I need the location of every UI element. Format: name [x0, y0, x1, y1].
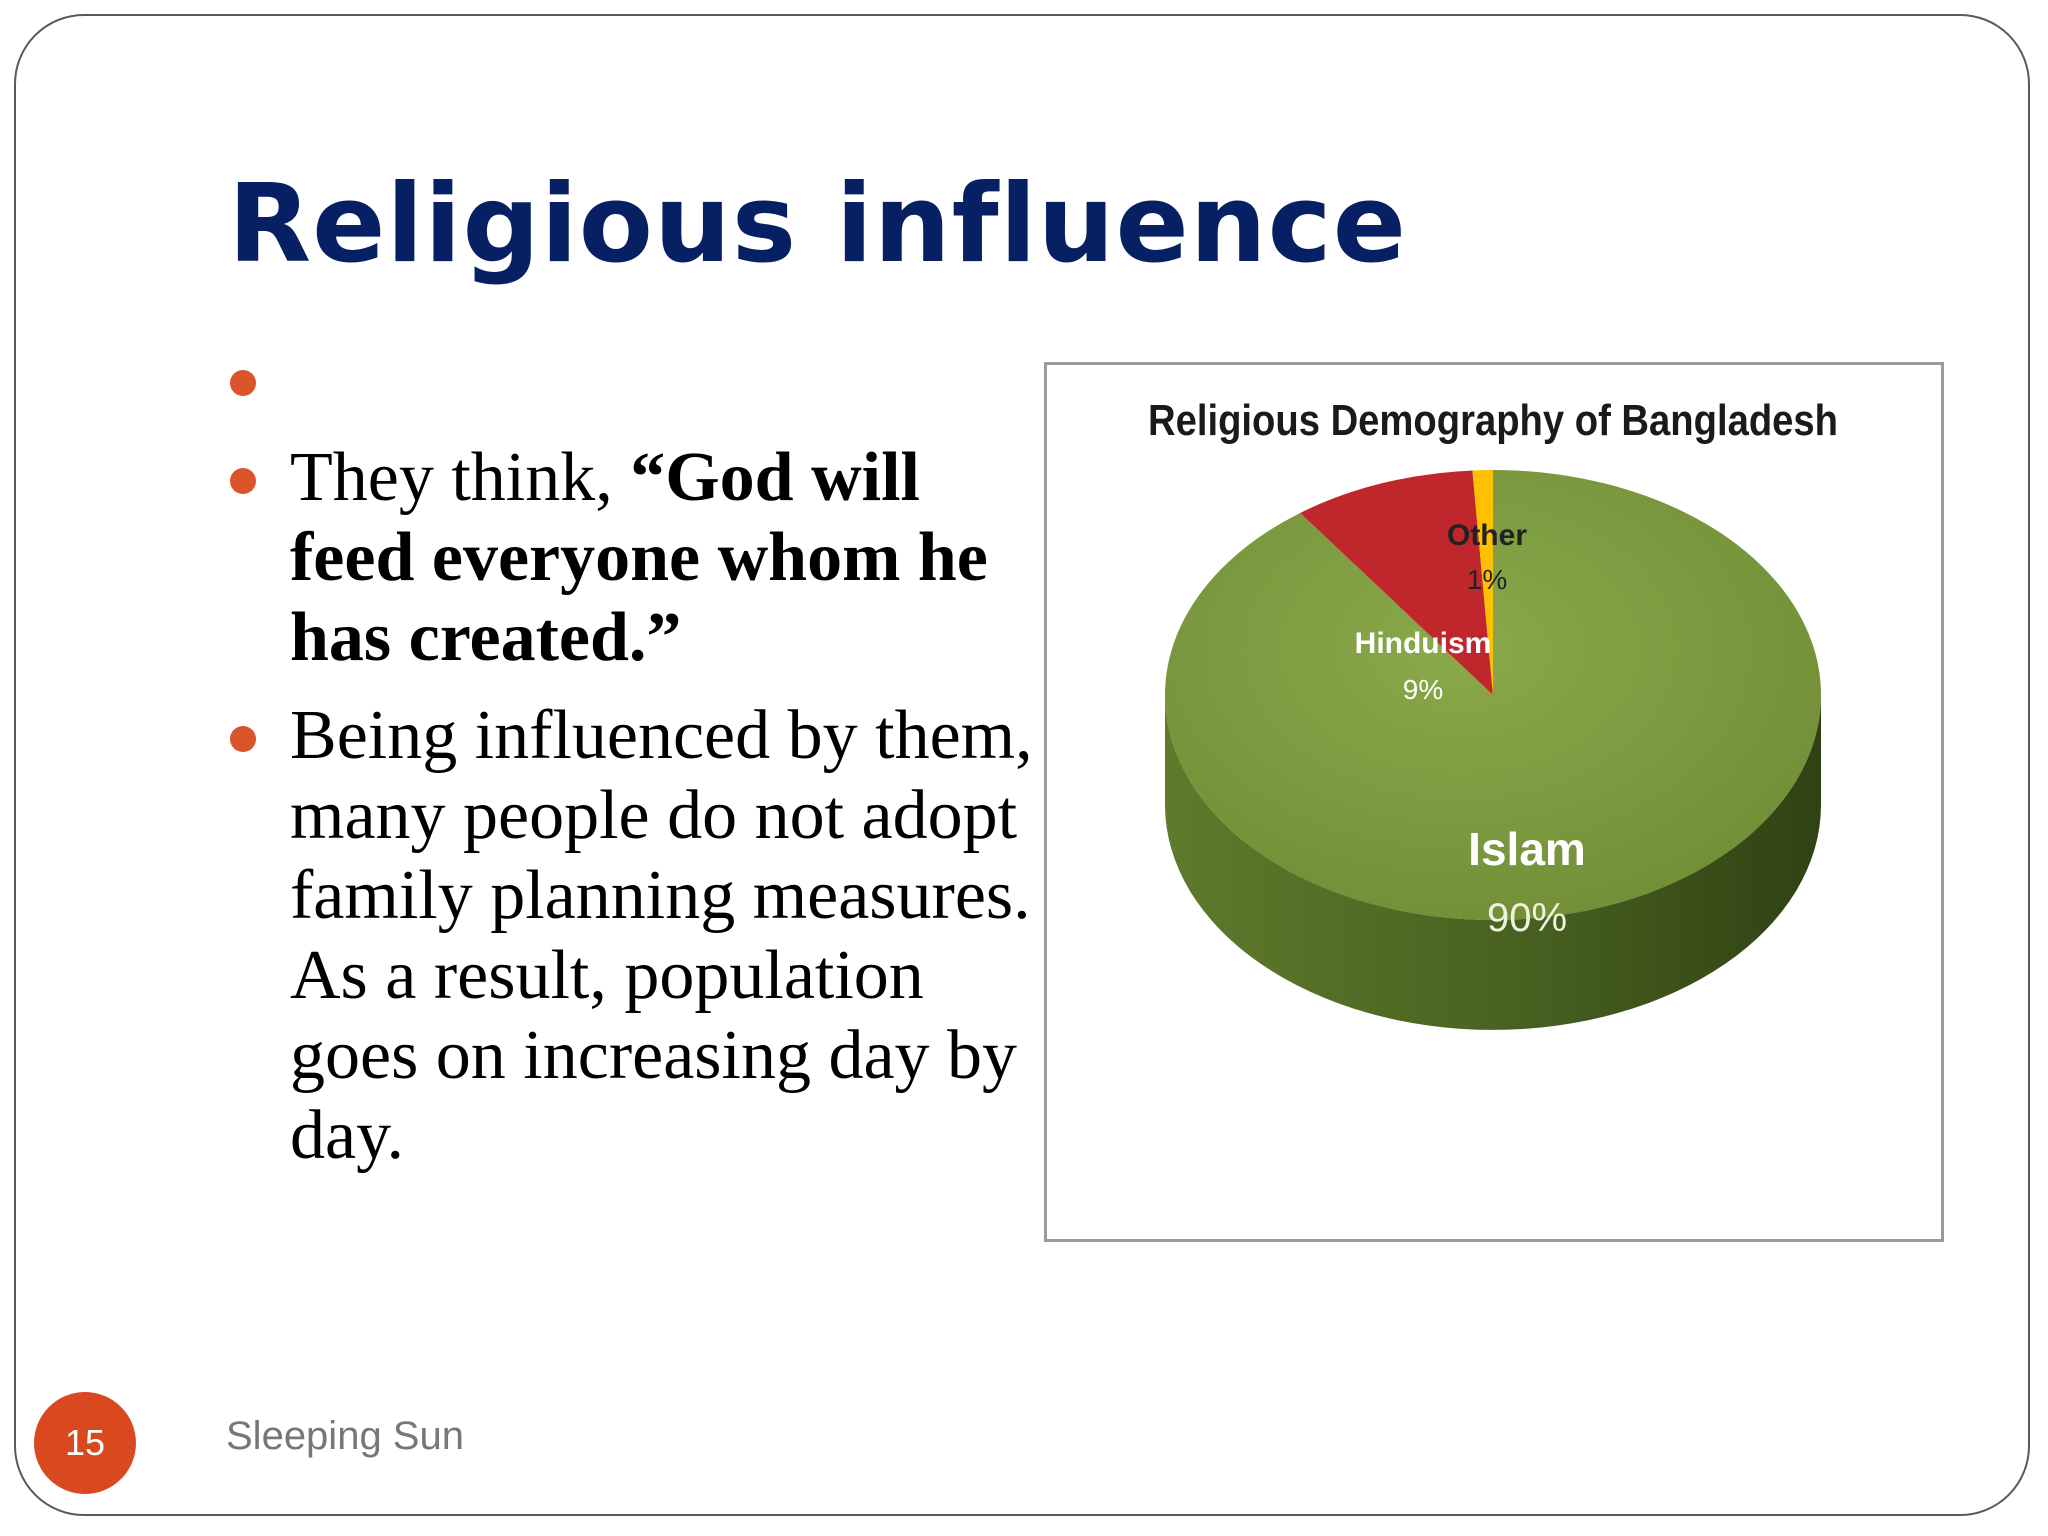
pie-chart-svg: Religious Demography of Bangladesh Islam… [1148, 396, 1838, 1030]
pie-side [1165, 695, 1821, 1030]
pie-label-name: Islam [1468, 823, 1586, 875]
bullet-dot-icon [230, 468, 256, 494]
slide-title: Religious influence [228, 162, 1407, 287]
bullet-item: They think, “God will feed everyone whom… [228, 438, 1048, 678]
bullet-dot-icon [230, 726, 256, 752]
pie-label-value: 90% [1487, 896, 1567, 940]
footer-text: Sleeping Sun [226, 1414, 464, 1458]
pie-chart: Religious Demography of Bangladesh Islam… [1044, 362, 1944, 1242]
chart-title: Religious Demography of Bangladesh [1148, 396, 1838, 445]
pie-slice-other [1472, 470, 1493, 695]
pie-label-value: 9% [1403, 674, 1443, 705]
pie-labels: Islam 90% Hinduism 9% Other 1% [1355, 519, 1586, 940]
bullet-item: Being influenced by them, many people do… [228, 696, 1048, 1176]
bullet-quote: “God will feed everyone whom he has crea… [290, 439, 988, 676]
bullet-text: Being influenced by them, many people do… [290, 697, 1033, 1174]
pie-slice-hinduism [1300, 470, 1493, 695]
pie-label-value: 1% [1467, 564, 1507, 595]
pie-slices [1165, 470, 1821, 1030]
pie-label-name: Other [1447, 519, 1527, 552]
pie-label-name: Hinduism [1355, 627, 1492, 660]
bullet-item [228, 340, 1048, 420]
bullet-text: They think, [290, 439, 631, 516]
page-number-badge: 15 [34, 1392, 136, 1494]
bullet-list: They think, “God will feed everyone whom… [228, 340, 1048, 1194]
bullet-dot-icon [230, 370, 256, 396]
